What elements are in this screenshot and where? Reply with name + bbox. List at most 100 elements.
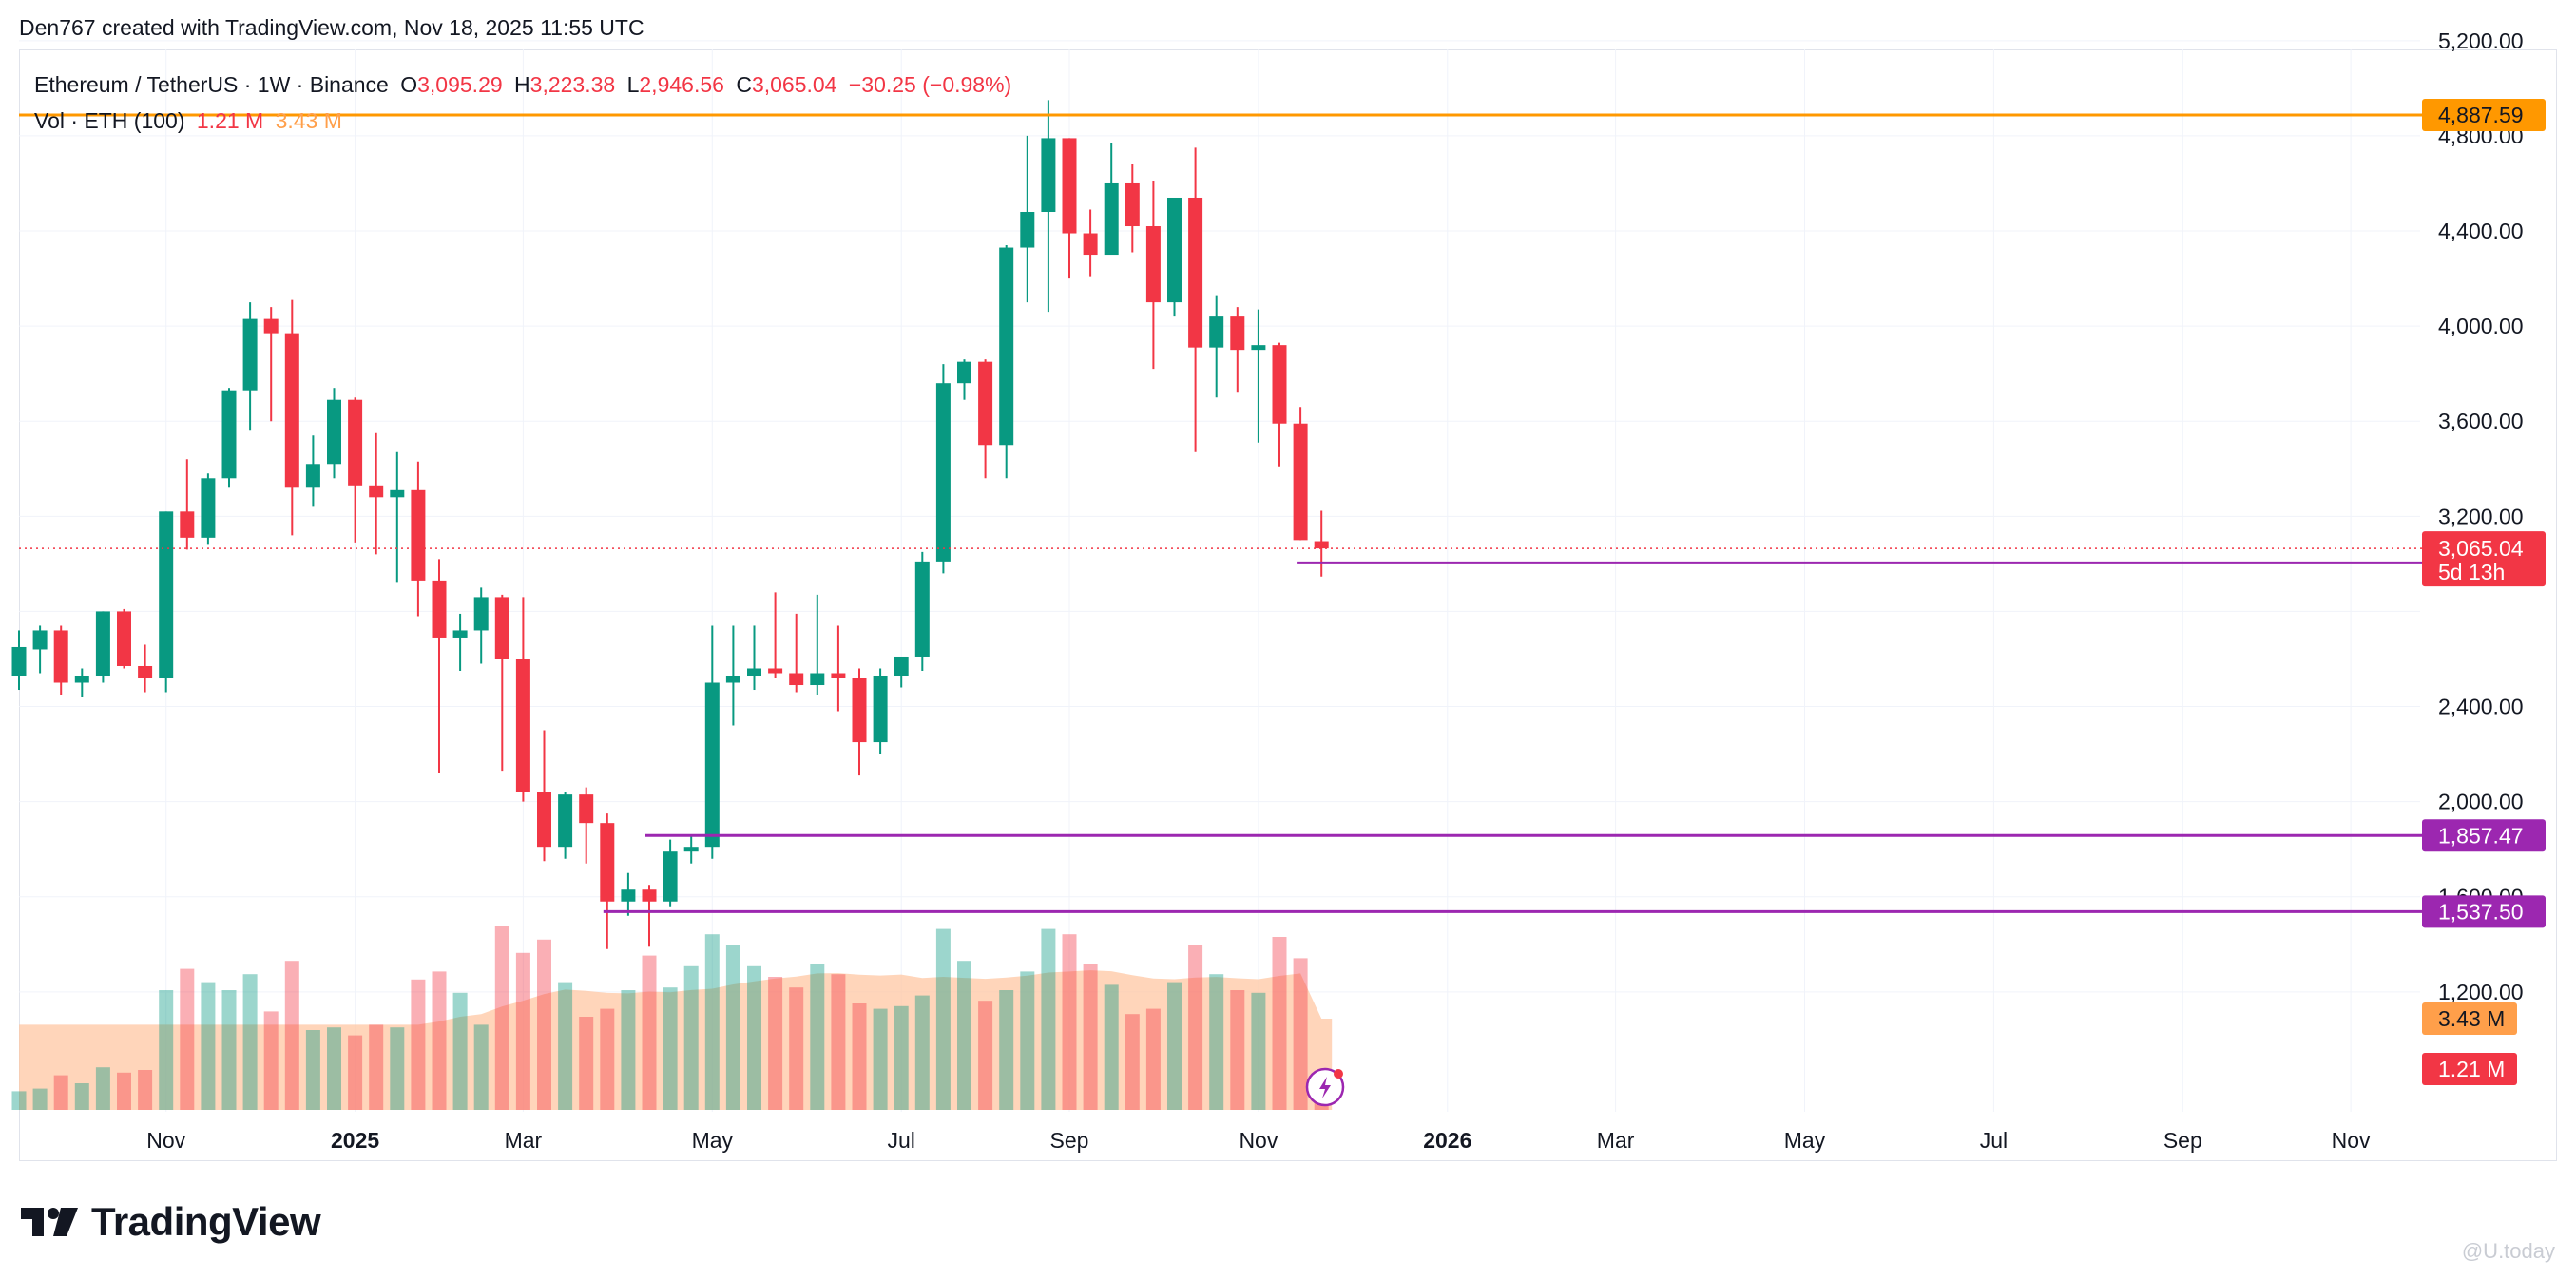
volume-bar <box>537 939 551 1110</box>
volume-bar <box>452 992 468 1110</box>
volume-bar <box>284 961 299 1110</box>
price-line-badge[interactable] <box>2422 895 2546 928</box>
volume-bar <box>1125 1014 1140 1110</box>
y-axis-tick-label: 2,400.00 <box>2438 695 2524 719</box>
candle-body <box>221 390 237 479</box>
candle-body <box>515 659 530 792</box>
candle-body <box>494 597 509 659</box>
volume-bar <box>159 990 174 1110</box>
volume-bar <box>810 964 825 1110</box>
close-value: 3,065.04 <box>751 72 837 97</box>
candle-body <box>894 656 909 677</box>
legend-volume-label[interactable]: Vol · ETH (100) <box>34 108 185 133</box>
tradingview-logo[interactable]: TradingView <box>19 1199 321 1245</box>
volume-bar <box>873 1008 888 1110</box>
volume-bar <box>1209 974 1224 1110</box>
volume-bar <box>305 1030 320 1110</box>
legend-open: O3,095.29 <box>400 72 502 97</box>
y-axis-tick-label: 4,400.00 <box>2438 219 2524 243</box>
candle-body <box>1145 226 1161 303</box>
lightning-bolt-shape <box>1319 1077 1331 1098</box>
volume-bar <box>515 952 530 1110</box>
legend-ohlc-row: Ethereum / TetherUS · 1W · Binance O3,09… <box>34 67 1017 103</box>
candle-body <box>53 630 68 683</box>
candle-body <box>810 673 825 686</box>
bar-countdown-text: 5d 13h <box>2438 560 2505 584</box>
volume-bar <box>642 955 657 1110</box>
candle-body <box>1209 316 1224 348</box>
candle-body <box>432 580 447 638</box>
x-axis-label: Nov <box>1239 1128 1278 1153</box>
price-line-badge-text: 1,857.47 <box>2438 823 2524 848</box>
volume-last-badge <box>2422 1053 2517 1085</box>
x-axis-label: Sep <box>2163 1128 2202 1153</box>
x-axis-label: Jul <box>1980 1128 2008 1153</box>
volume-bar <box>53 1075 68 1110</box>
volume-bar <box>494 926 509 1110</box>
x-axis-label: Nov <box>2332 1128 2371 1153</box>
candle-body <box>935 383 951 562</box>
y-axis-tick-label: 1,200.00 <box>2438 980 2524 1004</box>
volume-bar <box>242 974 258 1110</box>
candle-body <box>1083 233 1098 256</box>
volume-bar <box>390 1027 405 1110</box>
volume-bar <box>74 1083 89 1110</box>
y-axis-tick-label: 3,600.00 <box>2438 409 2524 433</box>
price-line-badge[interactable] <box>2422 99 2546 131</box>
volume-bar <box>369 1024 384 1110</box>
x-axis-label: 2026 <box>1423 1128 1471 1153</box>
candle-body <box>1272 345 1287 424</box>
y-axis-tick-label: 2,000.00 <box>2438 790 2524 814</box>
volume-bar <box>663 987 678 1110</box>
x-axis-label: May <box>692 1128 734 1153</box>
candle-body <box>852 678 867 743</box>
volume-bar <box>831 974 846 1110</box>
candle-body <box>831 673 846 678</box>
volume-bar <box>704 934 720 1110</box>
volume-bar <box>327 1027 341 1110</box>
candle-body <box>747 668 761 677</box>
candle-body <box>95 611 110 677</box>
volume-bar <box>11 1091 27 1110</box>
legend-volume-ma: 3.43 M <box>275 108 342 133</box>
y-axis-tick-label: 4,000.00 <box>2438 314 2524 338</box>
volume-bar <box>1145 1008 1161 1110</box>
volume-bar <box>579 1017 594 1110</box>
candle-body <box>579 794 594 824</box>
candle-body <box>32 630 48 650</box>
volume-bar <box>473 1024 489 1110</box>
tradingview-logo-icon <box>21 1208 78 1236</box>
chart-frame <box>19 49 2557 1161</box>
volume-bar <box>1041 928 1056 1110</box>
y-axis-tick-label: 5,200.00 <box>2438 29 2524 53</box>
open-label: O <box>400 72 418 97</box>
volume-bar <box>768 977 783 1110</box>
candle-body <box>873 676 888 743</box>
candle-body <box>768 668 783 674</box>
legend-symbol[interactable]: Ethereum / TetherUS · 1W · Binance <box>34 72 389 97</box>
volume-bar <box>411 979 426 1110</box>
candle-body <box>914 561 930 657</box>
candle-body <box>725 676 740 683</box>
candle-body <box>1167 197 1182 303</box>
volume-bar <box>221 990 237 1110</box>
volume-bar <box>117 1072 131 1110</box>
legend-low: L2,946.56 <box>627 72 724 97</box>
volume-bar <box>32 1088 48 1110</box>
volume-bar <box>621 990 636 1110</box>
legend-change: −30.25 (−0.98%) <box>848 72 1012 97</box>
close-label: C <box>736 72 752 97</box>
volume-bar <box>558 982 573 1110</box>
volume-bar <box>914 995 930 1110</box>
candle-body <box>1062 138 1077 234</box>
candle-body <box>473 597 489 631</box>
volume-bar <box>95 1067 110 1110</box>
volume-bar <box>1020 971 1035 1110</box>
last-price-badge <box>2422 531 2546 587</box>
candle-body <box>957 361 971 384</box>
volume-bar <box>1293 958 1308 1110</box>
price-line-badge[interactable] <box>2422 819 2546 852</box>
volume-bar <box>180 968 195 1110</box>
watermark: @U.today <box>2461 1239 2555 1263</box>
